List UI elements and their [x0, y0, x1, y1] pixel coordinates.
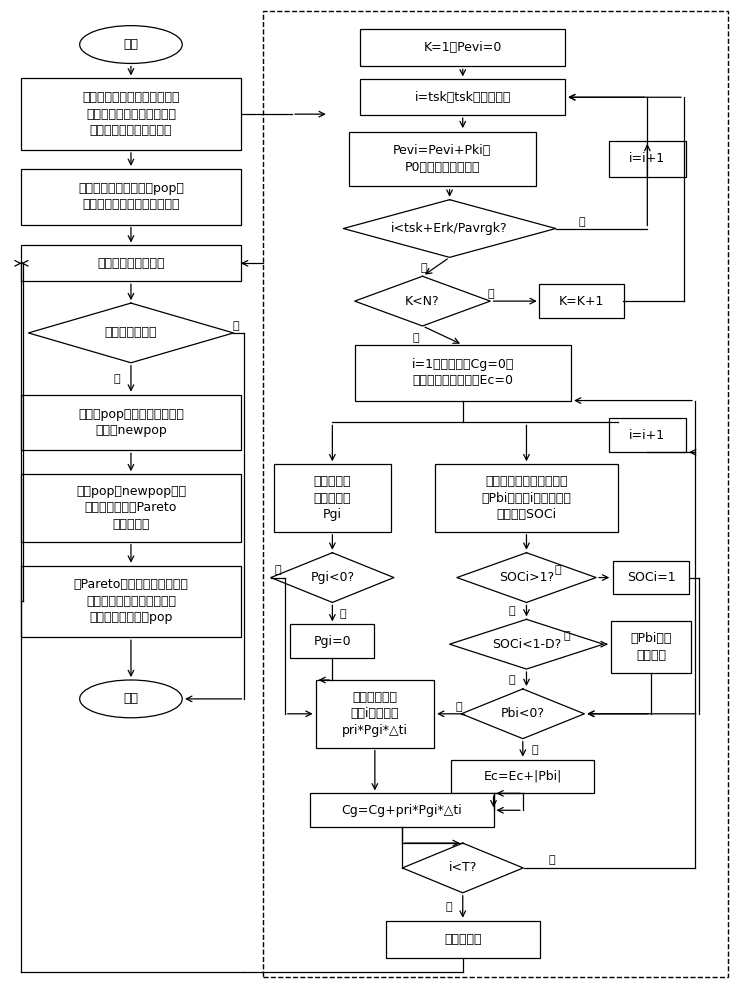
- Bar: [263, 11, 728, 977]
- Text: i=i+1: i=i+1: [630, 152, 666, 165]
- FancyBboxPatch shape: [355, 345, 570, 401]
- Text: Pbi<0?: Pbi<0?: [501, 707, 545, 720]
- Text: 否: 否: [455, 702, 462, 712]
- Text: 否: 否: [114, 374, 120, 384]
- Text: 按Pareto秩小，拥挤距离小优
先的原则从合并后的种群里
选择个体形成新的pop: 按Pareto秩小，拥挤距离小优 先的原则从合并后的种群里 选择个体形成新的po…: [74, 578, 188, 624]
- Text: Ec=Ec+|Pbi|: Ec=Ec+|Pbi|: [483, 770, 562, 783]
- FancyBboxPatch shape: [21, 566, 241, 637]
- FancyBboxPatch shape: [311, 793, 494, 827]
- Text: 由种群pop进行遗传操作得到
新种群newpop: 由种群pop进行遗传操作得到 新种群newpop: [78, 408, 184, 437]
- Polygon shape: [271, 553, 394, 602]
- FancyBboxPatch shape: [360, 79, 565, 115]
- FancyBboxPatch shape: [452, 760, 594, 793]
- Polygon shape: [449, 619, 604, 669]
- Text: 是: 是: [531, 745, 538, 755]
- Text: 否: 否: [413, 333, 418, 343]
- Text: 是: 是: [563, 631, 570, 641]
- FancyBboxPatch shape: [316, 680, 434, 748]
- FancyBboxPatch shape: [21, 245, 241, 281]
- Polygon shape: [343, 200, 556, 257]
- Text: 是: 是: [549, 855, 556, 865]
- Text: Cg=Cg+pri*Pgi*△ti: Cg=Cg+pri*Pgi*△ti: [342, 804, 462, 817]
- Text: K=K+1: K=K+1: [559, 295, 604, 308]
- Text: 是: 是: [555, 565, 562, 575]
- Text: 结束: 结束: [123, 692, 139, 705]
- Text: i<tsk+Erk/Pavrgk?: i<tsk+Erk/Pavrgk?: [391, 222, 508, 235]
- Text: 否: 否: [509, 606, 515, 616]
- Text: 开始: 开始: [123, 38, 139, 51]
- Text: 合并pop和newpop，对
合并后的种群按Pareto
秩进行分级: 合并pop和newpop，对 合并后的种群按Pareto 秩进行分级: [76, 485, 186, 531]
- Polygon shape: [355, 276, 490, 326]
- FancyBboxPatch shape: [539, 284, 624, 318]
- Text: 是: 是: [487, 289, 494, 299]
- Text: SOCi>1?: SOCi>1?: [499, 571, 554, 584]
- Polygon shape: [457, 553, 596, 602]
- FancyBboxPatch shape: [349, 132, 536, 186]
- Text: 否: 否: [420, 263, 427, 273]
- FancyBboxPatch shape: [609, 141, 686, 177]
- Text: i=1；购电费用Cg=0；
蓄电池组总放电电量Ec=0: i=1；购电费用Cg=0； 蓄电池组总放电电量Ec=0: [412, 358, 514, 387]
- Text: 计算每个个体目标值: 计算每个个体目标值: [97, 257, 165, 270]
- FancyBboxPatch shape: [274, 464, 391, 532]
- FancyBboxPatch shape: [21, 395, 241, 450]
- Text: 否: 否: [509, 675, 515, 685]
- Text: 满足终止条件？: 满足终止条件？: [105, 326, 157, 339]
- FancyBboxPatch shape: [290, 624, 374, 658]
- Text: i=i+1: i=i+1: [630, 429, 666, 442]
- Text: 将Pbi乘以
惩罚因子: 将Pbi乘以 惩罚因子: [630, 632, 672, 662]
- Text: 按分时电价求
出第i时段电费
pri*Pgi*△ti: 按分时电价求 出第i时段电费 pri*Pgi*△ti: [342, 691, 408, 737]
- Text: Pgi<0?: Pgi<0?: [310, 571, 354, 584]
- Text: 否: 否: [445, 902, 452, 912]
- Text: K<N?: K<N?: [405, 295, 440, 308]
- FancyBboxPatch shape: [613, 561, 689, 594]
- FancyBboxPatch shape: [609, 418, 686, 452]
- Ellipse shape: [80, 680, 182, 718]
- Text: 是: 是: [578, 217, 584, 227]
- FancyBboxPatch shape: [21, 474, 241, 542]
- FancyBboxPatch shape: [611, 621, 692, 673]
- Text: 是: 是: [339, 609, 346, 619]
- Ellipse shape: [80, 26, 182, 63]
- FancyBboxPatch shape: [386, 921, 539, 958]
- Text: Pgi=0: Pgi=0: [314, 635, 351, 648]
- Text: 初始化，随机生成种群pop，
种群内个体决策变量的初始值: 初始化，随机生成种群pop， 种群内个体决策变量的初始值: [78, 182, 184, 211]
- Text: 输出目标值: 输出目标值: [444, 933, 481, 946]
- FancyBboxPatch shape: [21, 78, 241, 150]
- Polygon shape: [402, 843, 523, 893]
- FancyBboxPatch shape: [435, 464, 618, 532]
- Text: 根据功率平
衡关系求出
Pgi: 根据功率平 衡关系求出 Pgi: [314, 475, 351, 521]
- Text: SOCi=1: SOCi=1: [627, 571, 675, 584]
- Text: K=1，Pevi=0: K=1，Pevi=0: [424, 41, 502, 54]
- Text: SOCi<1-D?: SOCi<1-D?: [492, 638, 561, 651]
- Text: 根据上一时刻蓄电池电量
和Pbi求出第i时刻蓄电池
荷电状态SOCi: 根据上一时刻蓄电池电量 和Pbi求出第i时刻蓄电池 荷电状态SOCi: [481, 475, 571, 521]
- FancyBboxPatch shape: [360, 29, 565, 66]
- Polygon shape: [461, 689, 584, 739]
- Text: Pevi=Pevi+Pki，
P0为充电桩额定功率: Pevi=Pevi+Pki， P0为充电桩额定功率: [393, 144, 492, 174]
- Polygon shape: [29, 303, 233, 363]
- Text: 随机生成基础数据，输入种群
个体数，每个个体决策变量
个数、范围以及目标个数: 随机生成基础数据，输入种群 个体数，每个个体决策变量 个数、范围以及目标个数: [82, 91, 180, 137]
- Text: 是: 是: [232, 321, 239, 331]
- FancyBboxPatch shape: [21, 169, 241, 225]
- Text: 否: 否: [275, 565, 281, 575]
- Text: i<T?: i<T?: [449, 861, 477, 874]
- Text: i=tsk，tsk为决策变量: i=tsk，tsk为决策变量: [415, 91, 511, 104]
